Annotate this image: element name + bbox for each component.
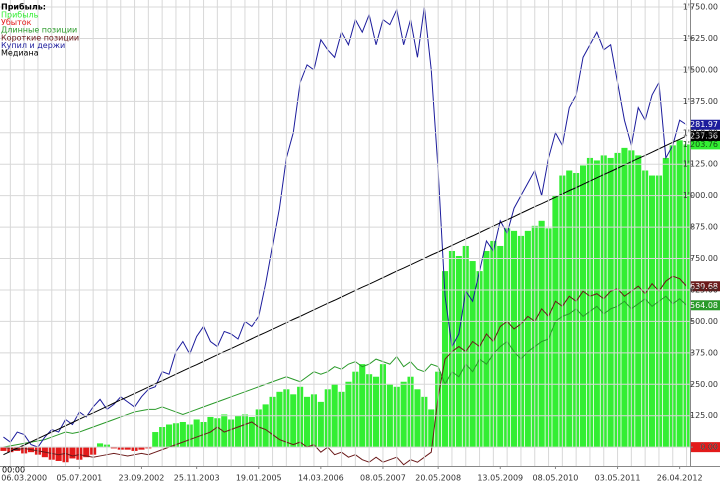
y-tick-label: 0.00 bbox=[700, 443, 718, 452]
x-tick-label: 25.11.2003 bbox=[174, 474, 220, 483]
bar bbox=[0, 447, 7, 451]
layer: 1'203.76 0.00 564.08 639.68 1'281.97 1'237.36… bbox=[1, 11, 720, 453]
legend-entry: Длинные позиции bbox=[1, 26, 77, 35]
x-tick-label: 08.05.2010 bbox=[533, 474, 579, 483]
bar bbox=[110, 447, 117, 449]
legend-entry: Медиана bbox=[1, 49, 39, 58]
bar bbox=[290, 394, 297, 448]
line bbox=[3, 295, 687, 448]
x-tick-label: 23.09.2002 bbox=[119, 474, 165, 483]
legend-entry: Короткие позиции bbox=[1, 33, 79, 42]
y-tick-label: 1'625.00 bbox=[683, 34, 718, 43]
value-label-box bbox=[691, 281, 720, 292]
y-tick-label: 250.00 bbox=[690, 380, 718, 389]
bar bbox=[69, 447, 76, 459]
bar bbox=[14, 447, 21, 451]
y-tick-label: 1'125.00 bbox=[683, 160, 718, 169]
bar bbox=[152, 432, 159, 448]
bar bbox=[166, 424, 173, 448]
bar bbox=[262, 404, 269, 448]
y-tick-label: 750.00 bbox=[690, 254, 718, 263]
x-tick-label: 20.05.2008 bbox=[415, 474, 461, 483]
bar bbox=[607, 157, 614, 448]
bar bbox=[83, 447, 90, 458]
bar bbox=[235, 415, 242, 448]
value-label-box bbox=[691, 139, 720, 150]
bar bbox=[635, 155, 642, 448]
bar bbox=[428, 409, 435, 448]
bar bbox=[317, 401, 324, 448]
bar bbox=[138, 447, 145, 450]
value-label: 1'281.97 bbox=[683, 120, 718, 129]
legend-title: Прибыль: bbox=[1, 2, 46, 12]
bar bbox=[593, 160, 600, 448]
bar bbox=[276, 391, 283, 448]
layer bbox=[0, 0, 690, 466]
bar bbox=[455, 256, 462, 448]
value-label-box bbox=[691, 130, 720, 141]
y-tick-label: 875.00 bbox=[690, 223, 718, 232]
x-tick-label: 06.03.2000 bbox=[1, 474, 47, 483]
bar bbox=[124, 447, 131, 450]
bar bbox=[414, 389, 421, 448]
bar bbox=[469, 261, 476, 448]
legend-entry: Убыток bbox=[1, 18, 32, 27]
y-tick-label: 1'375.00 bbox=[683, 97, 718, 106]
x-tick-label: 08.05.2007 bbox=[360, 474, 406, 483]
bar bbox=[662, 157, 669, 448]
value-label-box bbox=[691, 119, 720, 130]
bar bbox=[304, 396, 311, 448]
bar bbox=[511, 230, 518, 448]
y-tick-label: 625.00 bbox=[690, 285, 718, 294]
bar bbox=[400, 381, 407, 448]
y-tick-label: 500.00 bbox=[690, 317, 718, 326]
bar bbox=[179, 421, 186, 448]
x-tick-label: 14.03.2006 bbox=[298, 474, 344, 483]
value-label: 0.00 bbox=[700, 443, 718, 452]
y-tick-label: 1'250.00 bbox=[683, 128, 718, 137]
bar bbox=[580, 165, 587, 448]
bar bbox=[538, 220, 545, 448]
value-label: 639.68 bbox=[690, 282, 718, 291]
bar bbox=[55, 447, 62, 461]
y-tick-label: 1'500.00 bbox=[683, 65, 718, 74]
x-tick-label: 05.07.2001 bbox=[56, 474, 102, 483]
y-tick-label: 125.00 bbox=[690, 411, 718, 420]
legend-entry: Прибыль bbox=[1, 11, 39, 20]
value-label: 564.08 bbox=[690, 301, 718, 310]
bar bbox=[483, 250, 490, 448]
bar bbox=[373, 376, 380, 448]
bar bbox=[345, 381, 352, 448]
bar bbox=[193, 419, 200, 448]
bar bbox=[221, 414, 228, 448]
bar bbox=[676, 140, 683, 448]
time-label: 00:00 bbox=[2, 466, 25, 475]
bar bbox=[248, 416, 255, 448]
bar bbox=[566, 170, 573, 448]
value-label: 1'237.36 bbox=[683, 131, 718, 140]
line bbox=[3, 135, 687, 456]
x-tick-label: 13.05.2009 bbox=[477, 474, 523, 483]
x-tick-label: 19.01.2005 bbox=[236, 474, 282, 483]
value-label-box bbox=[691, 300, 720, 311]
x-tick-label: 03.05.2011 bbox=[595, 474, 641, 483]
bar bbox=[621, 147, 628, 448]
bar bbox=[359, 364, 366, 448]
legend-entry: Купил и держи bbox=[1, 41, 65, 50]
value-label-box bbox=[691, 442, 720, 453]
value-label: 1'203.76 bbox=[683, 140, 718, 149]
x-tick-label: 26.04.2012 bbox=[657, 474, 703, 483]
bar bbox=[524, 230, 531, 448]
y-tick-label: 1'750.00 bbox=[683, 3, 718, 12]
bar bbox=[97, 443, 104, 448]
line bbox=[3, 275, 687, 466]
bar bbox=[649, 175, 656, 448]
y-tick-label: 1'000.00 bbox=[683, 191, 718, 200]
y-tick-label: 375.00 bbox=[690, 348, 718, 357]
